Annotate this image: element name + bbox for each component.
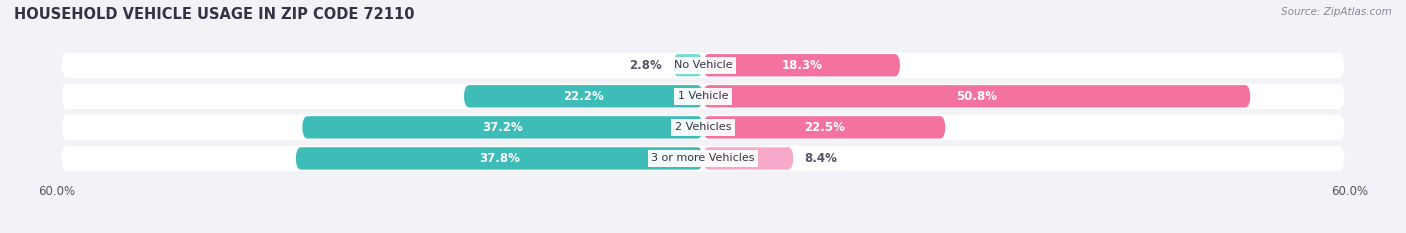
FancyBboxPatch shape xyxy=(62,52,1344,78)
Text: 1 Vehicle: 1 Vehicle xyxy=(678,91,728,101)
FancyBboxPatch shape xyxy=(703,54,900,76)
Text: 37.2%: 37.2% xyxy=(482,121,523,134)
Text: 2 Vehicles: 2 Vehicles xyxy=(675,122,731,132)
Text: 18.3%: 18.3% xyxy=(782,59,823,72)
Text: 50.8%: 50.8% xyxy=(956,90,997,103)
FancyBboxPatch shape xyxy=(703,116,945,139)
Text: Source: ZipAtlas.com: Source: ZipAtlas.com xyxy=(1281,7,1392,17)
FancyBboxPatch shape xyxy=(62,84,1344,109)
Text: 22.5%: 22.5% xyxy=(804,121,845,134)
FancyBboxPatch shape xyxy=(703,147,793,170)
FancyBboxPatch shape xyxy=(464,85,703,107)
Text: 22.2%: 22.2% xyxy=(562,90,603,103)
Text: 2.8%: 2.8% xyxy=(630,59,662,72)
Text: 8.4%: 8.4% xyxy=(804,152,837,165)
FancyBboxPatch shape xyxy=(62,115,1344,140)
Text: No Vehicle: No Vehicle xyxy=(673,60,733,70)
FancyBboxPatch shape xyxy=(673,54,703,76)
FancyBboxPatch shape xyxy=(302,116,703,139)
Legend: Owner-occupied, Renter-occupied: Owner-occupied, Renter-occupied xyxy=(575,230,831,233)
FancyBboxPatch shape xyxy=(295,147,703,170)
Text: 37.8%: 37.8% xyxy=(479,152,520,165)
Text: HOUSEHOLD VEHICLE USAGE IN ZIP CODE 72110: HOUSEHOLD VEHICLE USAGE IN ZIP CODE 7211… xyxy=(14,7,415,22)
Text: 3 or more Vehicles: 3 or more Vehicles xyxy=(651,154,755,163)
FancyBboxPatch shape xyxy=(62,146,1344,171)
FancyBboxPatch shape xyxy=(703,85,1250,107)
